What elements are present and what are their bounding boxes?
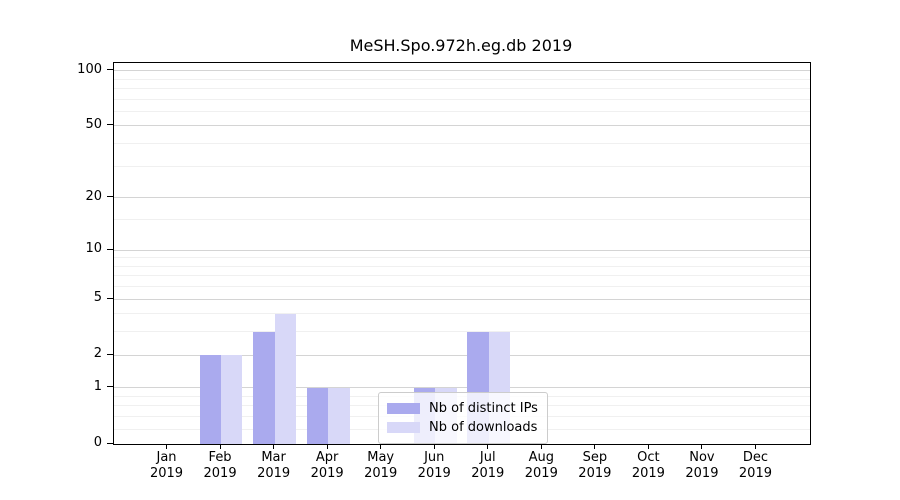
x-tick: [326, 444, 328, 449]
x-tick-label: Aug 2019: [524, 450, 558, 481]
x-tick-label: Jul 2019: [471, 450, 505, 481]
minor-gridline: [114, 257, 810, 259]
x-tick: [380, 444, 382, 449]
major-gridline: [114, 249, 810, 251]
minor-gridline: [114, 165, 810, 167]
x-tick-label: Apr 2019: [310, 450, 344, 481]
y-tick-label: 2: [93, 346, 102, 362]
x-tick: [433, 444, 435, 449]
bar-distinct-ips: [199, 355, 222, 444]
legend-label-downloads: Nb of downloads: [429, 420, 538, 435]
y-tick-label: 100: [77, 61, 102, 77]
chart-title: MeSH.Spo.972h.eg.db 2019: [349, 36, 573, 55]
x-tick: [166, 444, 168, 449]
y-tick: [107, 124, 113, 126]
bar-downloads: [221, 355, 243, 444]
minor-gridline: [114, 265, 810, 267]
y-tick: [107, 297, 113, 299]
minor-gridline: [114, 110, 810, 112]
bar-downloads: [274, 313, 297, 444]
y-tick-label: 20: [85, 188, 102, 204]
y-tick: [107, 69, 113, 71]
major-gridline: [114, 70, 810, 72]
y-tick-label: 10: [85, 241, 102, 256]
x-tick-label: Jun 2019: [417, 450, 451, 481]
y-tick: [107, 353, 113, 355]
x-tick-label: Sep 2019: [578, 450, 612, 481]
bar-distinct-ips: [306, 387, 329, 444]
legend-label-distinct-ips: Nb of distinct IPs: [429, 401, 538, 416]
major-gridline: [114, 298, 810, 300]
plot-area: [113, 62, 811, 445]
minor-gridline: [114, 78, 810, 80]
major-gridline: [114, 197, 810, 199]
minor-gridline: [114, 331, 810, 333]
x-tick-label: Jan 2019: [149, 450, 184, 481]
minor-gridline: [114, 286, 810, 288]
x-tick: [540, 444, 542, 449]
bar-distinct-ips: [253, 331, 275, 444]
x-tick-label: Nov 2019: [685, 450, 719, 481]
minor-gridline: [114, 313, 810, 315]
minor-gridline: [114, 219, 810, 221]
major-gridline: [114, 354, 810, 356]
y-tick-label: 5: [93, 290, 102, 306]
x-tick-label: May 2019: [364, 450, 398, 481]
x-tick: [594, 444, 596, 449]
minor-gridline: [114, 275, 810, 277]
minor-gridline: [114, 143, 810, 145]
y-tick-label: 0: [93, 435, 102, 450]
legend-item-distinct-ips: Nb of distinct IPs: [387, 399, 538, 418]
x-tick: [701, 444, 703, 449]
legend-swatch-distinct-ips: [387, 403, 420, 414]
legend-item-downloads: Nb of downloads: [387, 418, 538, 437]
major-gridline: [114, 125, 810, 127]
y-tick: [107, 196, 113, 198]
x-tick: [487, 444, 489, 449]
major-gridline: [114, 387, 810, 389]
x-tick-label: Dec 2019: [738, 450, 772, 481]
y-tick: [107, 386, 113, 388]
x-tick: [647, 444, 649, 449]
minor-gridline: [114, 98, 810, 100]
minor-gridline: [114, 88, 810, 89]
y-tick: [107, 442, 113, 444]
x-tick-label: Oct 2019: [631, 450, 665, 481]
x-tick-label: Feb 2019: [203, 450, 237, 481]
bar-downloads: [328, 387, 350, 444]
y-tick-label: 50: [85, 116, 102, 132]
legend: Nb of distinct IPs Nb of downloads: [378, 392, 548, 444]
legend-swatch-downloads: [387, 422, 420, 433]
x-tick: [219, 444, 221, 449]
x-tick: [273, 444, 275, 449]
x-tick-label: Mar 2019: [257, 450, 291, 481]
y-tick-label: 1: [93, 378, 102, 394]
x-tick: [754, 444, 756, 449]
y-tick: [107, 248, 113, 250]
